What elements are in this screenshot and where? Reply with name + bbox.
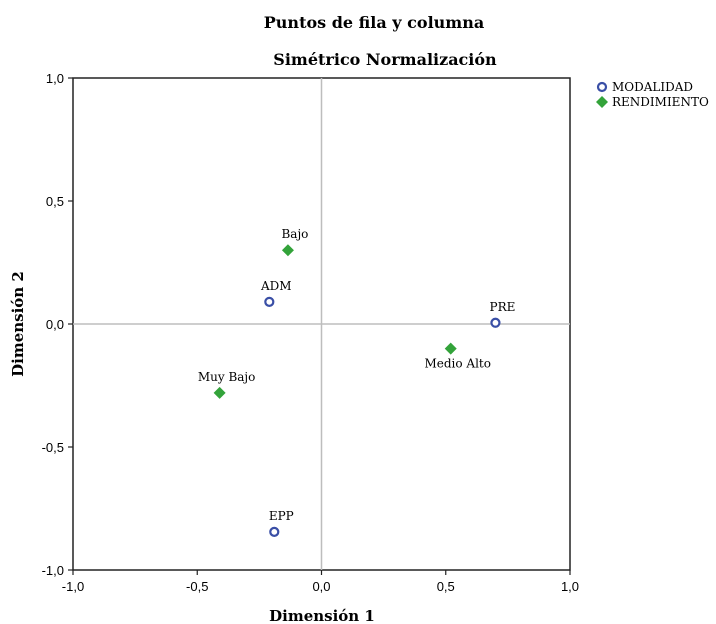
legend-item-modalidad: MODALIDAD xyxy=(596,80,693,94)
chart-title: Puntos de fila y columna xyxy=(264,13,484,32)
x-tick-label: 0,0 xyxy=(312,579,330,594)
y-tick-label: 1,0 xyxy=(46,71,64,86)
legend: MODALIDAD RENDIMIENTO xyxy=(596,80,709,109)
x-tick-label: -0,5 xyxy=(186,579,208,594)
legend-label-modalidad: MODALIDAD xyxy=(612,80,693,94)
legend-diamond-marker xyxy=(596,96,608,108)
data-point-label: PRE xyxy=(490,300,516,314)
y-tick-label: -0,5 xyxy=(42,440,64,455)
y-axis-title: Dimensión 2 xyxy=(9,271,27,377)
x-tick-label: 1,0 xyxy=(561,579,579,594)
data-point-diamond xyxy=(281,244,294,257)
x-tick-label: 0,5 xyxy=(437,579,455,594)
data-point-circle xyxy=(264,296,275,307)
data-point-diamond xyxy=(213,386,226,399)
legend-label-rendimiento: RENDIMIENTO xyxy=(612,95,709,109)
data-point-circle xyxy=(269,526,280,537)
legend-circle-marker xyxy=(596,81,608,93)
x-axis-title: Dimensión 1 xyxy=(269,607,375,624)
data-point-label: Bajo xyxy=(281,227,308,241)
y-tick-label: -1,0 xyxy=(42,563,64,578)
x-tick-label: -1,0 xyxy=(62,579,84,594)
data-point-label: ADM xyxy=(260,279,292,293)
x-axis-ticks: -1,0 -0,5 0,0 0,5 1,0 xyxy=(62,570,579,594)
y-tick-label: 0,0 xyxy=(46,317,64,332)
data-point-diamond xyxy=(444,342,457,355)
data-points: ADM PRE EPP Bajo Muy Bajo Medio Alto xyxy=(198,227,516,537)
data-point-label: Muy Bajo xyxy=(198,370,256,384)
data-point-circle xyxy=(490,317,501,328)
data-point-label: Medio Alto xyxy=(424,357,491,371)
y-axis-ticks: 1,0 0,5 0,0 -0,5 -1,0 xyxy=(42,71,73,578)
chart-subtitle: Simétrico Normalización xyxy=(273,50,497,69)
data-point-label: EPP xyxy=(269,509,294,523)
y-tick-label: 0,5 xyxy=(46,194,64,209)
legend-item-rendimiento: RENDIMIENTO xyxy=(596,95,709,109)
